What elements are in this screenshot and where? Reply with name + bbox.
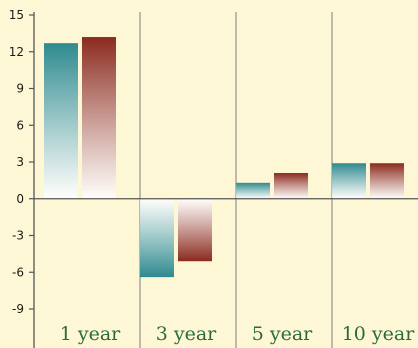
y-tick-label: 9 <box>16 82 24 96</box>
bar-series-2-1-year <box>82 37 116 199</box>
category-label: 1 year <box>60 323 121 345</box>
y-tick-label: 6 <box>16 118 24 132</box>
bar-series-1-10-year <box>332 163 366 199</box>
category-labels: 1 year 3 year 5 year 10 year <box>60 323 415 345</box>
y-tick-label: -6 <box>12 265 24 279</box>
y-tick-label: 3 <box>16 155 24 169</box>
y-tick-label: 0 <box>16 192 24 206</box>
bar-series-2-10-year <box>370 163 404 199</box>
bar-series-1-1-year <box>44 43 78 199</box>
bar-series-2-5-year <box>274 173 308 199</box>
y-axis: -9 -6 -3 0 3 6 9 12 15 <box>9 8 418 348</box>
y-tick-label: 15 <box>9 8 24 22</box>
y-tick-label: -3 <box>12 229 24 243</box>
y-tick-label: -9 <box>12 302 24 316</box>
bar-series-2-3-year <box>178 198 212 262</box>
category-label: 3 year <box>156 323 217 345</box>
bar-series-1-3-year <box>140 198 174 278</box>
bars-group <box>44 37 404 278</box>
y-tick-label: 12 <box>9 45 24 59</box>
bar-series-1-5-year <box>236 182 270 199</box>
category-label: 10 year <box>342 323 416 345</box>
category-label: 5 year <box>252 323 313 345</box>
